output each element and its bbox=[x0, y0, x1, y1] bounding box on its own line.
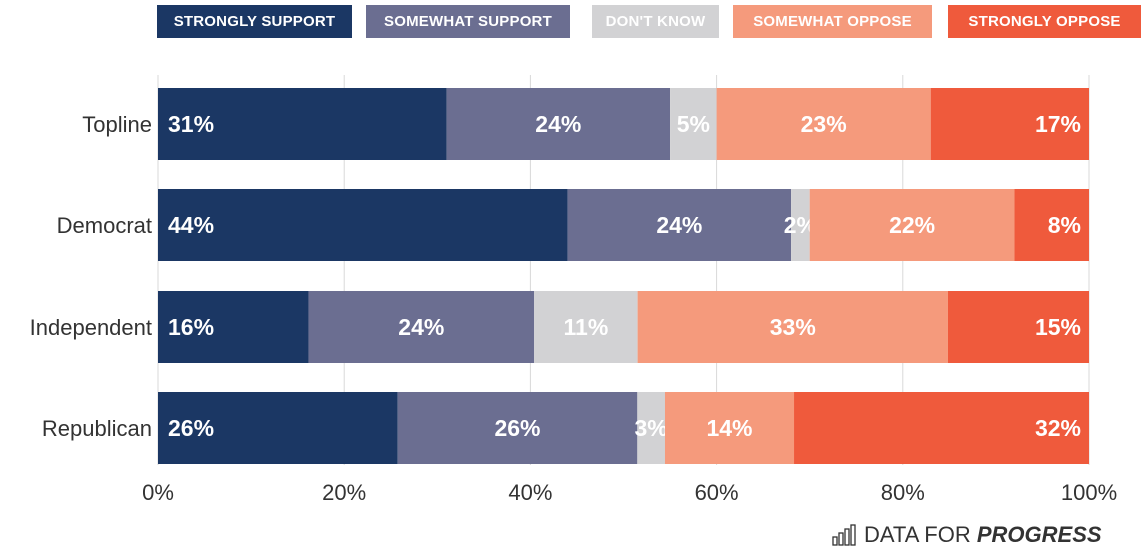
brand-logo: DATA FOR PROGRESS bbox=[832, 521, 1102, 549]
bar-value-label: 33% bbox=[770, 314, 816, 340]
bar-segment bbox=[637, 392, 665, 464]
bar-value-label: 22% bbox=[889, 212, 935, 238]
legend-item: SOMEWHAT OPPOSE bbox=[733, 5, 932, 38]
bar-segment bbox=[637, 291, 948, 363]
legend-item: DON'T KNOW bbox=[592, 5, 719, 38]
bar-value-label: 3% bbox=[635, 415, 668, 441]
legend: STRONGLY SUPPORT SOMEWHAT SUPPORT DON'T KN… bbox=[0, 0, 1146, 40]
bar-value-label: 24% bbox=[656, 212, 702, 238]
bar-value-label: 26% bbox=[494, 415, 540, 441]
bar-value-label: 24% bbox=[398, 314, 444, 340]
bar-segment bbox=[158, 291, 309, 363]
bar-value-label: 17% bbox=[1035, 111, 1081, 137]
bar-value-label: 23% bbox=[801, 111, 847, 137]
bar-value-label: 32% bbox=[1035, 415, 1081, 441]
x-tick-label: 20% bbox=[322, 480, 366, 505]
bar-value-label: 8% bbox=[1048, 212, 1081, 238]
bar-value-label: 14% bbox=[706, 415, 752, 441]
bar-segment bbox=[809, 189, 1015, 261]
bar-segment bbox=[158, 88, 447, 160]
x-tick-label: 0% bbox=[142, 480, 174, 505]
bar-segment bbox=[1014, 189, 1089, 261]
bar-segment bbox=[664, 392, 795, 464]
bar-segment bbox=[397, 392, 638, 464]
legend-item: STRONGLY OPPOSE bbox=[948, 5, 1141, 38]
category-label: Republican bbox=[42, 416, 152, 441]
bar-value-label: 24% bbox=[535, 111, 581, 137]
bar-segment bbox=[947, 291, 1089, 363]
category-label: Topline bbox=[82, 112, 152, 137]
x-tick-label: 60% bbox=[695, 480, 739, 505]
bar-chart-icon bbox=[832, 524, 856, 546]
bar-segment bbox=[534, 291, 638, 363]
bar-value-label: 44% bbox=[168, 212, 214, 238]
category-label: Democrat bbox=[57, 213, 152, 238]
bar-value-label: 31% bbox=[168, 111, 214, 137]
category-label: Independent bbox=[30, 315, 152, 340]
x-tick-label: 100% bbox=[1061, 480, 1117, 505]
legend-item: SOMEWHAT SUPPORT bbox=[366, 5, 570, 38]
bar-segment bbox=[158, 392, 398, 464]
bar-segment bbox=[446, 88, 671, 160]
brand-prefix: DATA FOR bbox=[864, 522, 971, 547]
bar-value-label: 5% bbox=[677, 111, 710, 137]
bar-segment bbox=[670, 88, 717, 160]
bar-value-label: 15% bbox=[1035, 314, 1081, 340]
x-tick-label: 40% bbox=[508, 480, 552, 505]
bar-segment bbox=[716, 88, 931, 160]
legend-item: STRONGLY SUPPORT bbox=[157, 5, 352, 38]
x-tick-label: 80% bbox=[881, 480, 925, 505]
bar-segment bbox=[930, 88, 1089, 160]
bar-segment bbox=[791, 189, 810, 261]
brand-bold: PROGRESS bbox=[976, 522, 1102, 547]
bar-value-label: 26% bbox=[168, 415, 214, 441]
bar-segment bbox=[158, 189, 568, 261]
bar-segment bbox=[567, 189, 792, 261]
bar-value-label: 16% bbox=[168, 314, 214, 340]
bar-segment bbox=[308, 291, 535, 363]
bar-segment bbox=[794, 392, 1089, 464]
bar-value-label: 11% bbox=[564, 314, 609, 340]
